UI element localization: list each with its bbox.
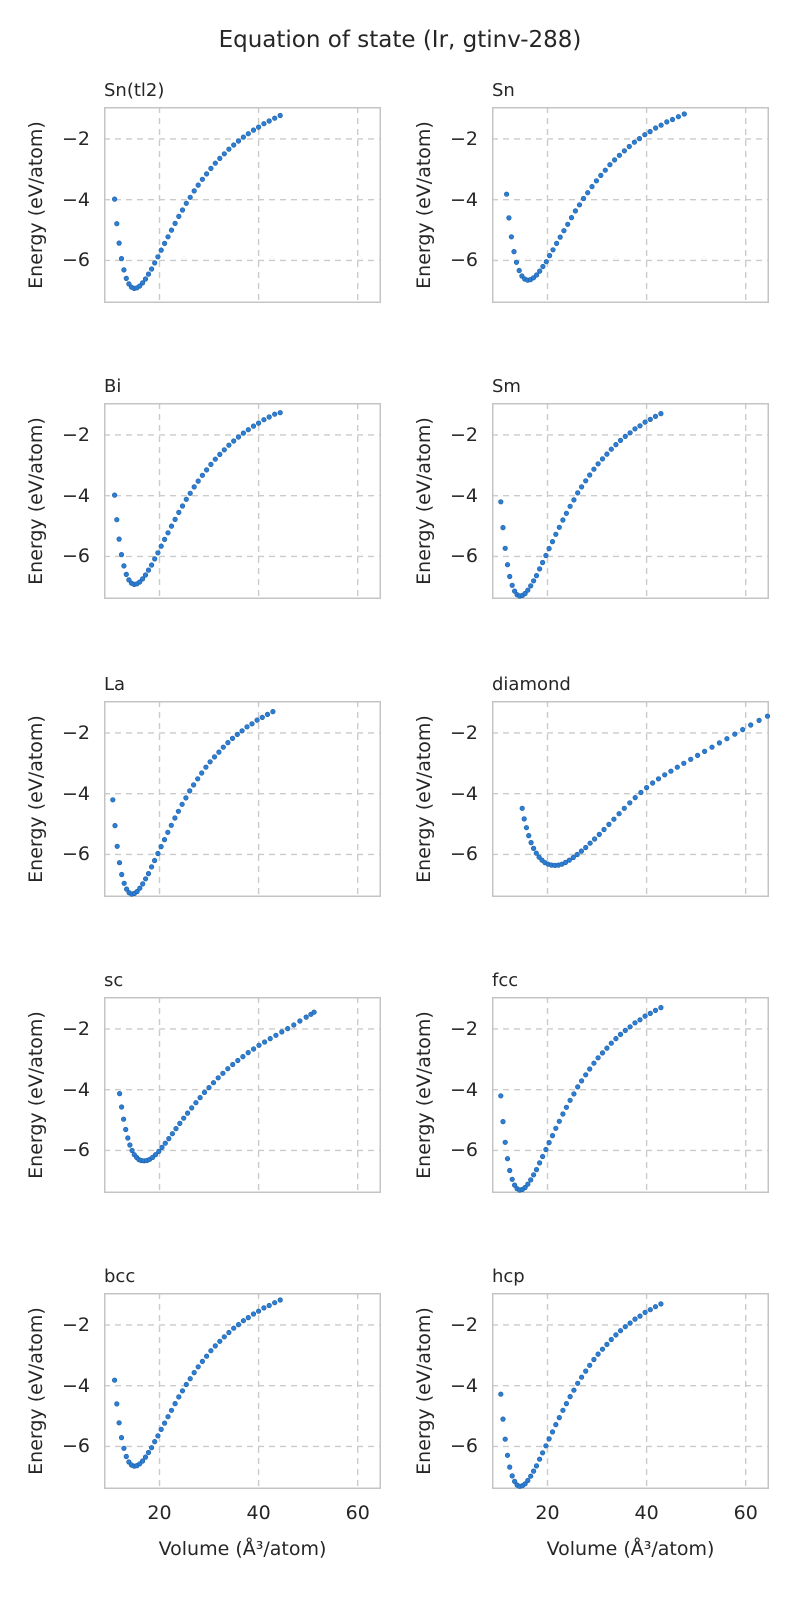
gridlines (104, 701, 381, 897)
y-tick-label: −6 (449, 843, 478, 866)
gridlines (104, 997, 381, 1193)
y-tick-label: −2 (449, 721, 478, 744)
subplot-title: Bi (104, 376, 122, 397)
y-tick-label: −2 (449, 423, 478, 446)
eos-chart-svg (492, 997, 769, 1193)
eos-chart-svg (104, 107, 381, 303)
y-tick-label: −4 (61, 188, 90, 211)
eos-chart-svg (492, 403, 769, 599)
scatter-points (504, 111, 687, 283)
y-tick-label: −6 (61, 843, 90, 866)
y-tick-label: −6 (449, 1435, 478, 1458)
y-tick-label: −4 (61, 782, 90, 805)
x-tick-label: 60 (345, 1502, 370, 1524)
subplot-title: fcc (492, 970, 519, 991)
axes-border (104, 1293, 381, 1489)
eos-chart-svg (492, 107, 769, 303)
eos-chart-svg (104, 403, 381, 599)
x-tick-label: 60 (733, 1502, 758, 1524)
subplot-title: sc (104, 970, 124, 991)
y-tick-label: −4 (449, 782, 478, 805)
y-tick-label: −4 (449, 188, 478, 211)
axes-border (492, 403, 769, 599)
scatter-points (110, 709, 276, 897)
scatter-points (498, 1005, 664, 1193)
gridlines (492, 107, 769, 303)
y-tick-label: −6 (61, 249, 90, 272)
y-tick-label: −6 (449, 545, 478, 568)
gridlines (104, 403, 381, 599)
y-tick-label: −4 (61, 484, 90, 507)
y-tick-label: −2 (61, 1017, 90, 1040)
y-tick-label: −6 (61, 545, 90, 568)
scatter-points (112, 1297, 283, 1469)
y-tick-label: −2 (61, 1313, 90, 1336)
y-tick-label: −6 (449, 249, 478, 272)
y-tick-label: −2 (61, 127, 90, 150)
axes-border (104, 997, 381, 1193)
subplot-title: Sn (492, 80, 515, 101)
eos-chart-svg (104, 997, 381, 1193)
figure-title: Equation of state (Ir, gtinv-288) (218, 27, 582, 53)
scatter-points (498, 411, 664, 599)
subplot-title: Sm (492, 376, 521, 397)
y-tick-label: −4 (61, 1374, 90, 1397)
y-tick-label: −6 (61, 1435, 90, 1458)
axes-border (492, 1293, 769, 1489)
subplot-title: Sn(tl2) (104, 80, 165, 101)
subplot-title: diamond (492, 674, 571, 695)
axes-border (104, 403, 381, 599)
y-tick-label: −2 (61, 423, 90, 446)
scatter-points (117, 1009, 317, 1164)
scatter-points (112, 112, 283, 291)
axes-border (492, 997, 769, 1193)
x-tick-label: 40 (634, 1502, 659, 1524)
gridlines (492, 1293, 769, 1489)
x-tick-label: 20 (535, 1502, 560, 1524)
y-tick-label: −4 (449, 1374, 478, 1397)
scatter-points (519, 713, 771, 868)
scatter-points (498, 1301, 664, 1489)
axes-border (492, 107, 769, 303)
x-axis-label: Volume (Å³/atom) (158, 1538, 327, 1560)
scatter-points (112, 410, 283, 587)
x-tick-label: 40 (246, 1502, 271, 1524)
y-tick-label: −4 (449, 484, 478, 507)
y-tick-label: −2 (449, 1017, 478, 1040)
eos-chart-svg (104, 701, 381, 897)
axes-border (104, 107, 381, 303)
y-tick-label: −2 (61, 721, 90, 744)
y-tick-label: −4 (61, 1078, 90, 1101)
y-tick-label: −2 (449, 1313, 478, 1336)
y-tick-label: −6 (61, 1139, 90, 1162)
eos-chart-svg (492, 1293, 769, 1489)
axes-border (492, 701, 769, 897)
gridlines (492, 997, 769, 1193)
subplot-title: La (104, 674, 126, 695)
eos-chart-svg (492, 701, 771, 897)
y-tick-label: −2 (449, 127, 478, 150)
y-tick-label: −4 (449, 1078, 478, 1101)
gridlines (104, 107, 381, 303)
y-tick-label: −6 (449, 1139, 478, 1162)
subplot-title: hcp (492, 1266, 525, 1287)
subplot-title: bcc (104, 1266, 136, 1287)
eos-chart-svg (104, 1293, 381, 1489)
axes-border (104, 701, 381, 897)
x-axis-label: Volume (Å³/atom) (546, 1538, 715, 1560)
gridlines (492, 701, 769, 897)
gridlines (492, 403, 769, 599)
x-tick-label: 20 (147, 1502, 172, 1524)
